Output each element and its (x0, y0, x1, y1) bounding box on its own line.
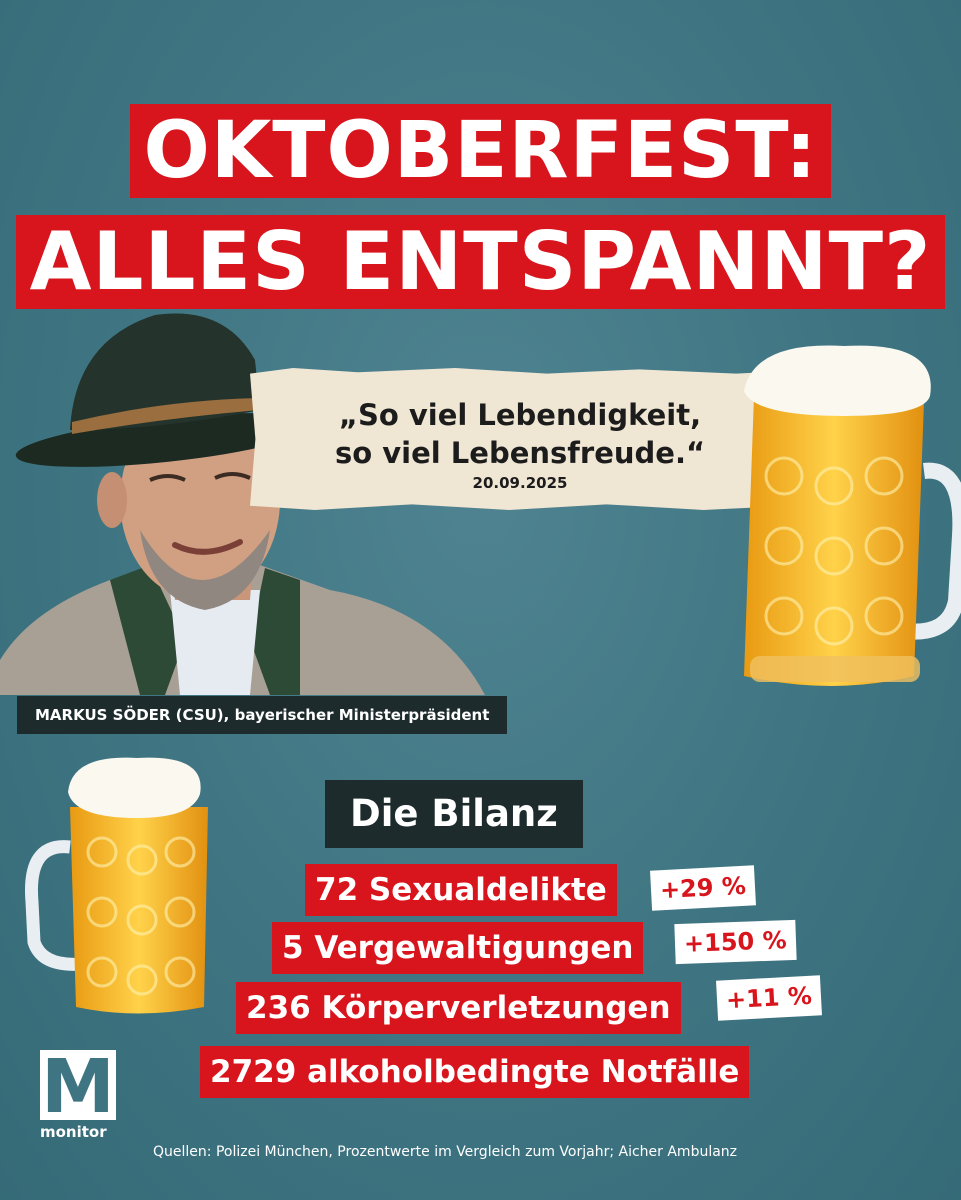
logo-text: monitor (40, 1123, 107, 1141)
logo-mark: M (41, 1050, 115, 1120)
change-badge-vergewaltigungen: +150 % (674, 919, 797, 965)
change-badge-koerperverletzungen: +11 % (716, 975, 822, 1021)
person-caption: MARKUS SÖDER (CSU), bayerischer Minister… (17, 696, 508, 734)
headline-line-2: ALLES ENTSPANNT? (0, 215, 961, 309)
stat-sexualdelikte: 72 Sexualdelikte (305, 864, 617, 916)
stat-vergewaltigungen: 5 Vergewaltigungen (272, 922, 644, 974)
stat-koerperverletzungen: 236 Körperverletzungen (236, 982, 681, 1034)
quote-box: „So viel Lebendigkeit, so viel Lebensfre… (250, 368, 790, 510)
person-photo (0, 313, 485, 695)
source-note: Quellen: Polizei München, Prozentwerte i… (153, 1144, 738, 1160)
bilanz-title: Die Bilanz (325, 780, 583, 848)
beer-mug-icon (744, 345, 961, 686)
headline-text-1: OKTOBERFEST: (129, 104, 832, 198)
quote-date: 20.09.2025 (472, 474, 568, 492)
headline-text-2: ALLES ENTSPANNT? (15, 215, 946, 309)
beer-mug-icon (24, 757, 208, 1014)
stat-notfaelle: 2729 alkoholbedingte Notfälle (200, 1046, 750, 1098)
change-badge-sexualdelikte: +29 % (650, 865, 756, 911)
headline-line-1: OKTOBERFEST: (0, 104, 961, 198)
monitor-logo-icon: M (40, 1050, 116, 1120)
quote-line-2: so viel Lebensfreude.“ (334, 436, 706, 470)
quote-line-1: „So viel Lebendigkeit, (338, 398, 702, 432)
